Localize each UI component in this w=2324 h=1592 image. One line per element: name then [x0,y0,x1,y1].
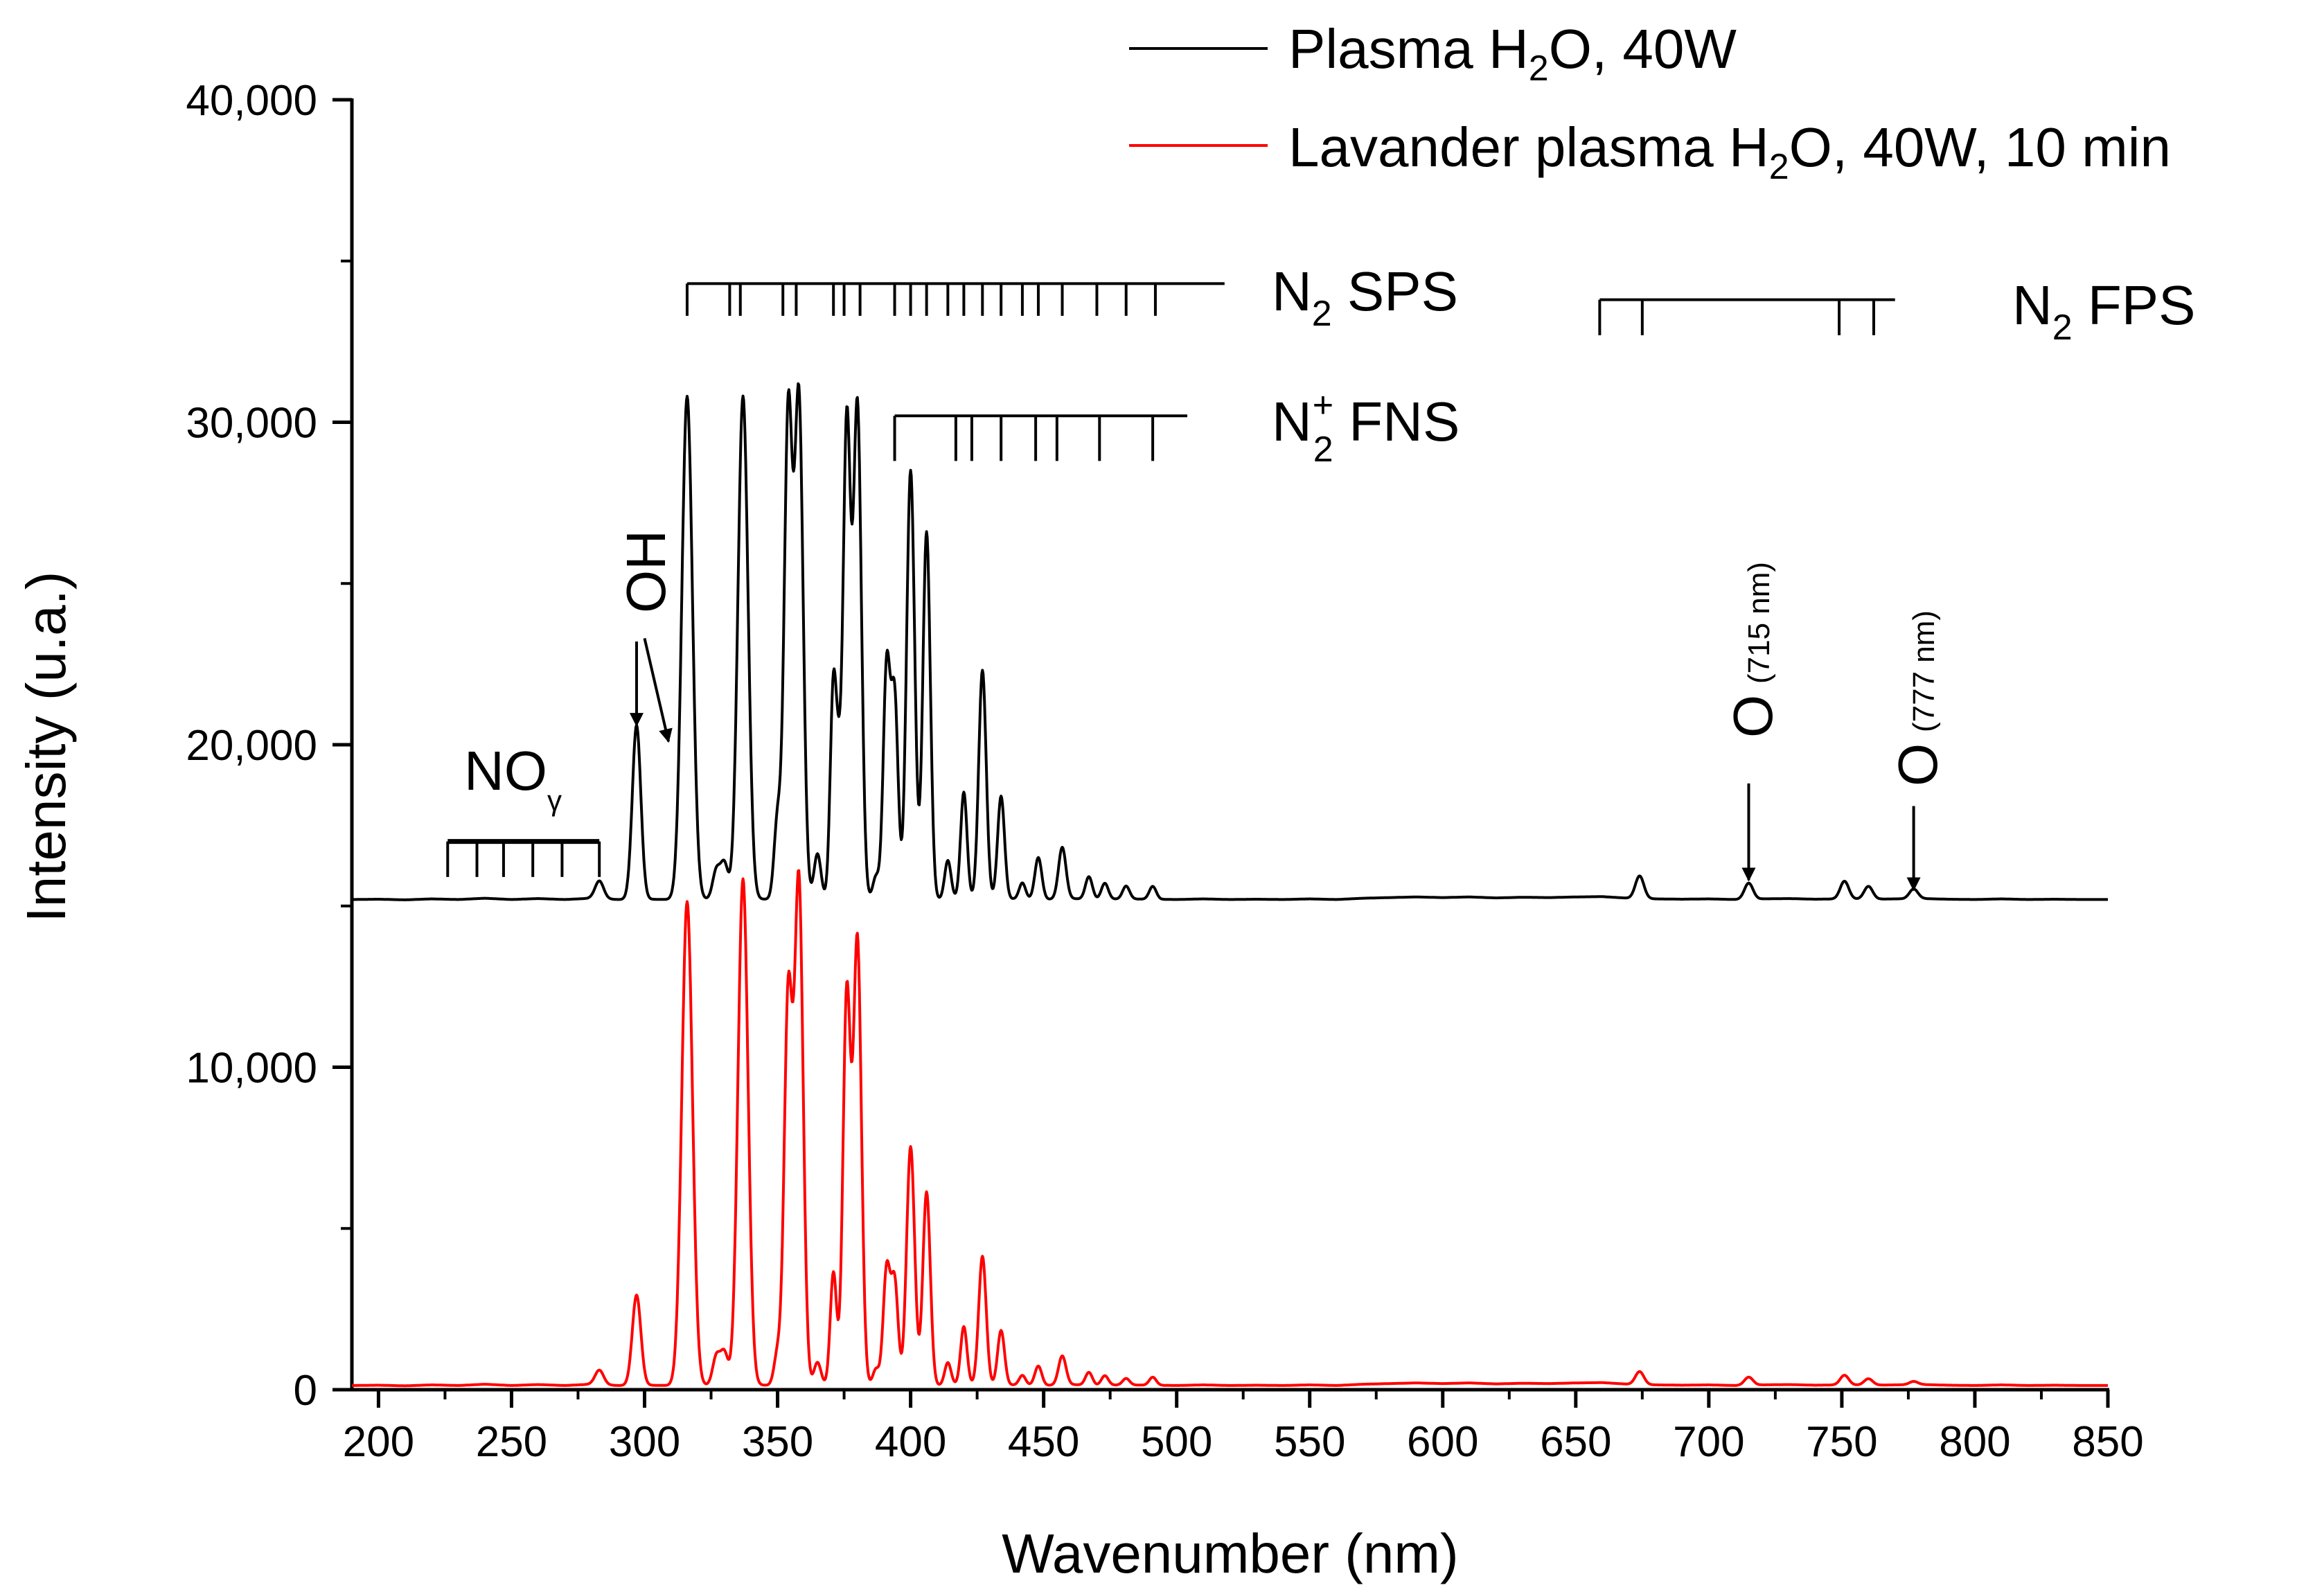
label-n2-fps: N2 FPS [2012,274,2196,348]
axis-ticks: 200 250 300 350 400 450 500 550 600 650 700 750 800 8… [186,77,2143,1466]
band-markers [446,282,1895,877]
legend: Plasma H2O, 40W Lavander plasma H2O, 40W… [1129,18,2171,187]
y-tick-label-0: 0 [294,1367,317,1415]
legend-label-plasma: Plasma H2O, 40W [1288,18,1737,89]
arrow-1 [643,637,673,743]
x-axis-title: Wavenumber (nm) [1002,1523,1458,1584]
band-marker-n2-fps [1598,298,1895,335]
legend-label-lavander: Lavander plasma H2O, 40W, 10 min [1288,116,2171,187]
band-marker-nogamma [446,839,601,877]
arrow-annotations [629,637,1921,892]
label-no-gamma: NOγ [464,740,562,817]
x-tick-label-650: 650 [1540,1418,1611,1466]
x-tick-label-600: 600 [1407,1418,1478,1466]
svg-text:(715 nm): (715 nm) [1742,562,1776,684]
band-marker-n2-sps [685,282,1225,316]
label-n2-sps: N2 SPS [1272,260,1458,334]
label-o-777: O (777 nm) [1887,610,1949,786]
band-marker-n2-fns [893,414,1188,461]
x-tick-label-500: 500 [1141,1418,1212,1466]
svg-text:O: O [1722,695,1784,738]
y-tick-label-40000: 40,000 [186,77,317,125]
x-tick-label-800: 800 [1939,1418,2010,1466]
axes [350,98,2109,1392]
x-tick-label-550: 550 [1274,1418,1345,1466]
series-line-lavander [351,869,2109,1388]
label-oh: OH [615,530,677,613]
y-axis-title: Intensity (u.a.) [15,572,77,923]
label-o-715: O (715 nm) [1722,562,1784,738]
series-line-plasma [351,382,2109,901]
svg-text:(777 nm): (777 nm) [1907,610,1941,732]
x-tick-label-300: 300 [609,1418,680,1466]
y-tick-label-20000: 20,000 [186,722,317,770]
x-tick-label-450: 450 [1008,1418,1079,1466]
x-tick-label-850: 850 [2072,1418,2143,1466]
x-tick-label-200: 200 [343,1418,414,1466]
x-tick-label-350: 350 [742,1418,813,1466]
x-tick-label-750: 750 [1806,1418,1877,1466]
label-n2plus-fns: N2+ FNS [1272,385,1460,470]
y-tick-label-30000: 30,000 [186,400,317,448]
x-tick-label-250: 250 [476,1418,547,1466]
x-tick-label-400: 400 [875,1418,946,1466]
x-tick-label-700: 700 [1673,1418,1744,1466]
svg-text:O: O [1887,743,1949,786]
y-tick-label-10000: 10,000 [186,1045,317,1093]
series-layer [351,382,2109,1388]
